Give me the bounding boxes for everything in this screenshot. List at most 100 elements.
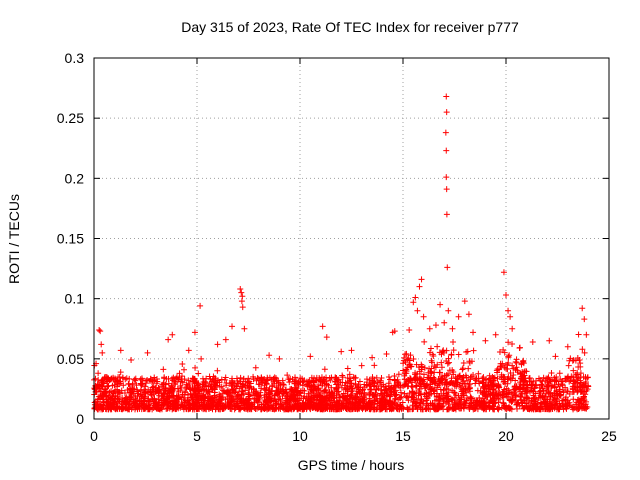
roti-point	[146, 406, 153, 413]
roti-point	[247, 380, 254, 387]
roti-point	[409, 393, 416, 400]
y-tick-label: 0.3	[65, 50, 85, 66]
roti-point	[395, 396, 402, 403]
roti-point	[570, 357, 577, 364]
roti-point	[276, 355, 283, 362]
roti-point	[125, 401, 132, 408]
roti-point	[456, 396, 463, 403]
roti-point	[161, 391, 168, 398]
roti-point	[404, 356, 411, 363]
roti-point	[186, 399, 193, 406]
roti-point	[134, 403, 141, 410]
roti-point	[550, 396, 557, 403]
roti-point	[261, 386, 268, 393]
roti-point	[447, 404, 454, 411]
roti-point	[162, 387, 169, 394]
roti-point	[232, 389, 239, 396]
roti-point	[159, 383, 166, 390]
roti-point	[192, 400, 199, 407]
roti-point	[297, 389, 304, 396]
roti-point	[169, 400, 176, 407]
roti-point	[383, 351, 390, 358]
roti-point	[313, 385, 320, 392]
roti-point	[145, 401, 152, 408]
roti-point	[142, 383, 149, 390]
roti-point	[420, 371, 427, 378]
ticks-layer: 0 5 10 15 20 25 0 0.05 0.1 0.15 0.2 0.25 0.3	[57, 50, 617, 444]
roti-point	[264, 374, 271, 381]
roti-point	[173, 406, 180, 413]
roti-point	[409, 398, 416, 405]
roti-point	[443, 109, 450, 116]
roti-point	[141, 389, 148, 396]
roti-point	[552, 377, 559, 384]
roti-point	[338, 348, 345, 355]
roti-point	[508, 397, 515, 404]
roti-point	[204, 398, 211, 405]
roti-point	[316, 397, 323, 404]
roti-point	[547, 378, 554, 385]
roti-point	[500, 399, 507, 406]
roti-point	[477, 388, 484, 395]
roti-point	[482, 383, 489, 390]
roti-point	[516, 384, 523, 391]
roti-point	[448, 375, 455, 382]
roti-point	[284, 372, 291, 379]
roti-point	[523, 389, 530, 396]
roti-point	[224, 390, 231, 397]
roti-point	[257, 389, 264, 396]
roti-point	[501, 349, 508, 356]
roti-point	[443, 186, 450, 193]
roti-point	[169, 331, 176, 338]
roti-point	[553, 397, 560, 404]
roti-point	[470, 371, 477, 378]
roti-point	[318, 374, 325, 381]
roti-point	[128, 357, 135, 364]
roti-point	[244, 406, 251, 413]
roti-point	[388, 389, 395, 396]
roti-point	[479, 400, 486, 407]
roti-point	[492, 331, 499, 338]
roti-point	[449, 387, 456, 394]
roti-point	[497, 391, 504, 398]
roti-point	[270, 396, 277, 403]
roti-point	[348, 347, 355, 354]
roti-point	[436, 381, 443, 388]
roti-point	[279, 393, 286, 400]
roti-point	[518, 360, 525, 367]
roti-point	[410, 355, 417, 362]
roti-point	[498, 363, 505, 370]
roti-point	[424, 380, 431, 387]
roti-point	[151, 397, 158, 404]
roti-point	[239, 304, 246, 311]
roti-point	[426, 325, 433, 332]
roti-point	[494, 375, 501, 382]
roti-point	[439, 373, 446, 380]
roti-point	[544, 375, 551, 382]
roti-point	[438, 364, 445, 371]
roti-point	[95, 396, 102, 403]
roti-point	[401, 354, 408, 361]
roti-point	[422, 405, 429, 412]
roti-point	[459, 365, 466, 372]
roti-point	[512, 358, 519, 365]
roti-point	[294, 405, 301, 412]
roti-point	[206, 405, 213, 412]
roti-point	[266, 389, 273, 396]
roti-point	[530, 388, 537, 395]
roti-point	[525, 399, 532, 406]
roti-point	[410, 299, 417, 306]
roti-point	[185, 397, 192, 404]
roti-point	[179, 402, 186, 409]
roti-point	[222, 336, 229, 343]
roti-point	[564, 388, 571, 395]
roti-point	[412, 371, 419, 378]
roti-point	[500, 394, 507, 401]
roti-point	[158, 390, 165, 397]
roti-point	[394, 378, 401, 385]
roti-point	[95, 370, 102, 377]
roti-point	[185, 377, 192, 384]
roti-point	[245, 389, 252, 396]
roti-point	[232, 402, 239, 409]
roti-point	[131, 376, 138, 383]
